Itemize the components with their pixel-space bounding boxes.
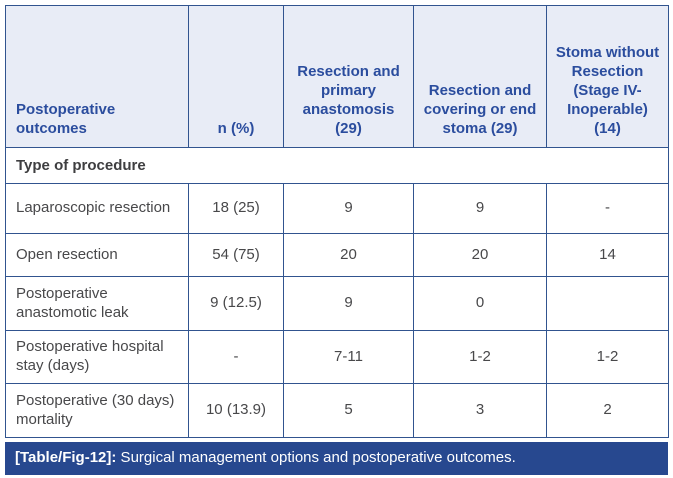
table-row-open-resection: Open resection 54 (75) 20 20 14 <box>5 233 669 277</box>
table-row-anastomotic-leak: Postoperative anastomotic leak 9 (12.5) … <box>5 276 669 331</box>
cell-value: 20 <box>413 233 547 277</box>
cell-value: - <box>546 183 669 234</box>
col-header-resection-covering-end-stoma: Resection and covering or end stoma (29) <box>413 5 547 148</box>
cell-n-pct: - <box>188 330 284 384</box>
cell-outcome: Postoperative anastomotic leak <box>5 276 189 331</box>
figure-caption-bar: [Table/Fig-12]: Surgical management opti… <box>5 442 668 475</box>
cell-value <box>546 276 669 331</box>
table-row-30-day-mortality: Postoperative (30 days) mortality 10 (13… <box>5 383 669 438</box>
cell-outcome: Open resection <box>5 233 189 277</box>
col-header-stoma-without-resection: Stoma without Resection (Stage IV-Inoper… <box>546 5 669 148</box>
col-header-postoperative-outcomes: Postoperative outcomes <box>5 5 189 148</box>
cell-n-pct: 54 (75) <box>188 233 284 277</box>
table-row-laparoscopic-resection: Laparoscopic resection 18 (25) 9 9 - <box>5 183 669 234</box>
cell-value: 0 <box>413 276 547 331</box>
section-row-type-of-procedure: Type of procedure <box>5 147 669 184</box>
cell-value: 9 <box>283 276 414 331</box>
cell-n-pct: 9 (12.5) <box>188 276 284 331</box>
col-header-resection-primary-anastomosis: Resection and primary anastomosis (29) <box>283 5 414 148</box>
caption-label: [Table/Fig-12]: <box>15 449 117 466</box>
cell-value: 3 <box>413 383 547 438</box>
postoperative-outcomes-table: Postoperative outcomes n (%) Resection a… <box>5 5 669 438</box>
cell-value: 5 <box>283 383 414 438</box>
col-header-n-pct: n (%) <box>188 5 284 148</box>
table-row-hospital-stay: Postoperative hospital stay (days) - 7-1… <box>5 330 669 384</box>
cell-value: 9 <box>283 183 414 234</box>
cell-value: 1-2 <box>413 330 547 384</box>
cell-value: 14 <box>546 233 669 277</box>
table-header-row: Postoperative outcomes n (%) Resection a… <box>5 5 669 148</box>
cell-outcome: Postoperative hospital stay (days) <box>5 330 189 384</box>
cell-value: 20 <box>283 233 414 277</box>
cell-value: 9 <box>413 183 547 234</box>
cell-value: 1-2 <box>546 330 669 384</box>
cell-outcome: Laparoscopic resection <box>5 183 189 234</box>
cell-n-pct: 18 (25) <box>188 183 284 234</box>
cell-value: 2 <box>546 383 669 438</box>
caption-text: Surgical management options and postoper… <box>116 449 516 466</box>
cell-value: 7-11 <box>283 330 414 384</box>
cell-n-pct: 10 (13.9) <box>188 383 284 438</box>
section-header-label: Type of procedure <box>5 147 669 184</box>
cell-outcome: Postoperative (30 days) mortality <box>5 383 189 438</box>
